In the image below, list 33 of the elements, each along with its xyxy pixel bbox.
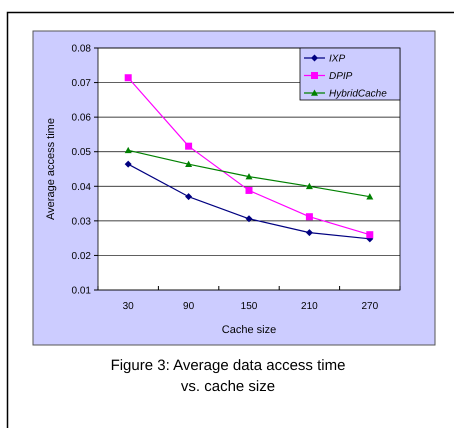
point xyxy=(124,146,132,154)
y-tick-label: 0.08 xyxy=(72,44,92,54)
y-tick-label: 0.04 xyxy=(72,182,92,193)
point xyxy=(246,186,252,194)
y-tick-label: 0.02 xyxy=(72,250,92,262)
point xyxy=(366,231,374,238)
point xyxy=(124,74,132,82)
point xyxy=(246,173,252,180)
legend-label: DPIP xyxy=(329,71,353,82)
x-tick-label: 30 xyxy=(122,301,134,312)
point xyxy=(185,193,192,200)
legend-label: IXP xyxy=(329,54,346,64)
y-tick-label: 0.01 xyxy=(72,286,92,296)
y-tick-label: 0.07 xyxy=(72,78,92,90)
point xyxy=(124,160,132,168)
x-tick-label: 150 xyxy=(240,301,258,312)
caption: Figure 3: Average data access time vs. cache size xyxy=(110,357,346,395)
x-tick-label: 90 xyxy=(183,301,195,312)
point xyxy=(306,182,313,190)
y-tick-label: 0.05 xyxy=(72,147,92,158)
x-axis-title: Cache size xyxy=(222,324,276,336)
legend-label: HybridCache xyxy=(329,88,388,100)
x-tick-label: 270 xyxy=(361,301,379,312)
x-tick-label: 210 xyxy=(301,301,318,312)
point xyxy=(366,193,374,200)
y-tick-label: 0.03 xyxy=(72,216,92,228)
y-tick-label: 0.06 xyxy=(72,112,92,124)
point xyxy=(185,160,192,167)
point xyxy=(185,142,192,150)
y-axis-title: Average access time xyxy=(45,118,57,220)
point xyxy=(306,213,313,220)
point xyxy=(246,215,252,222)
point xyxy=(306,229,313,236)
